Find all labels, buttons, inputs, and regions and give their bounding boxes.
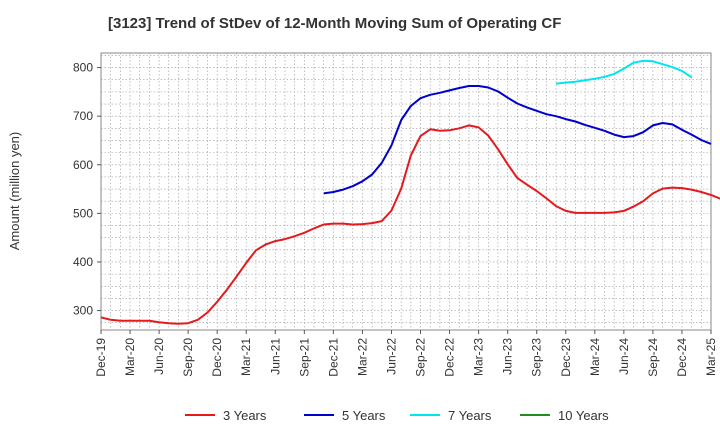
x-tick-label: Mar-21 bbox=[239, 338, 253, 376]
x-tick-label: Sep-22 bbox=[414, 338, 428, 377]
x-tick-label: Dec-22 bbox=[443, 338, 457, 377]
x-tick-label: Jun-21 bbox=[268, 338, 282, 375]
x-tick-label: Sep-21 bbox=[297, 338, 311, 377]
x-tick-label: Mar-22 bbox=[355, 338, 369, 376]
y-tick-label: 500 bbox=[73, 206, 93, 220]
x-axis-ticks: Dec-19 Mar-20 Jun-20 Sep-20 Dec-20 Mar-21 Jun-… bbox=[94, 330, 718, 377]
series-lines bbox=[100, 59, 720, 325]
grid-lines bbox=[101, 53, 711, 330]
legend-label: 5 Years bbox=[342, 408, 386, 423]
x-tick-label: Dec-24 bbox=[675, 338, 689, 377]
x-tick-label: Dec-23 bbox=[559, 338, 573, 377]
legend: 3 Years 5 Years 7 Years 10 Years bbox=[185, 408, 609, 423]
x-tick-label: Jun-23 bbox=[501, 338, 515, 375]
series-line-7-years bbox=[555, 59, 693, 85]
y-tick-label: 600 bbox=[73, 158, 93, 172]
y-axis-label: Amount (million yen) bbox=[7, 132, 22, 251]
series-line-3-years bbox=[100, 124, 720, 325]
x-tick-label: Mar-20 bbox=[123, 338, 137, 376]
x-tick-label: Sep-20 bbox=[181, 338, 195, 377]
x-tick-label: Mar-25 bbox=[704, 338, 718, 376]
x-tick-label: Sep-23 bbox=[530, 338, 544, 377]
x-tick-label: Dec-21 bbox=[326, 338, 340, 377]
y-axis-ticks: 300 400 500 600 700 800 bbox=[73, 61, 101, 318]
y-tick-label: 400 bbox=[73, 255, 93, 269]
x-tick-label: Mar-24 bbox=[588, 338, 602, 376]
x-tick-label: Dec-19 bbox=[94, 338, 108, 377]
x-tick-label: Dec-20 bbox=[210, 338, 224, 377]
x-tick-label: Jun-22 bbox=[384, 338, 398, 375]
y-tick-label: 300 bbox=[73, 304, 93, 318]
legend-label: 3 Years bbox=[223, 408, 267, 423]
plot-area bbox=[100, 52, 712, 331]
y-tick-label: 800 bbox=[73, 61, 93, 75]
x-tick-label: Sep-24 bbox=[646, 338, 660, 377]
x-tick-label: Jun-24 bbox=[617, 338, 631, 375]
legend-label: 7 Years bbox=[448, 408, 492, 423]
legend-label: 10 Years bbox=[558, 408, 609, 423]
y-tick-label: 700 bbox=[73, 109, 93, 123]
x-tick-label: Jun-20 bbox=[152, 338, 166, 375]
x-tick-label: Mar-23 bbox=[472, 338, 486, 376]
series-line-5-years bbox=[323, 85, 712, 195]
chart-title: [3123] Trend of StDev of 12-Month Moving… bbox=[108, 15, 561, 32]
